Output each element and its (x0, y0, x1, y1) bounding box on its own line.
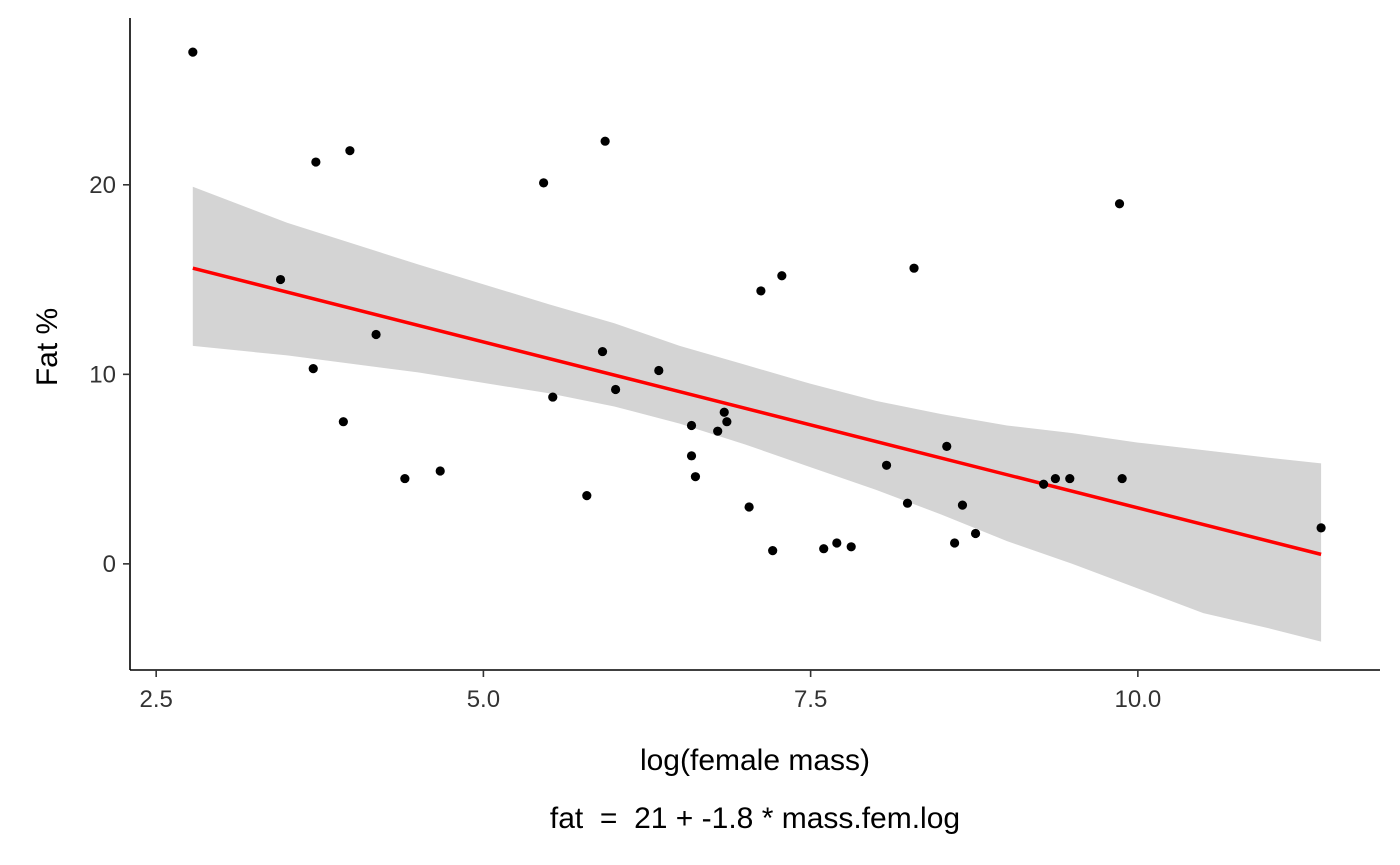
data-point-39 (1114, 199, 1125, 209)
fit-line-layer (192, 266, 1322, 557)
data-point-28 (846, 542, 856, 552)
data-point-5 (345, 146, 355, 156)
confidence-band (192, 186, 1322, 642)
data-point-20 (719, 407, 729, 417)
chart-caption: fat = 21 + -1.8 * mass.fem.log (550, 802, 960, 835)
data-point-4 (338, 417, 348, 427)
data-point-3 (311, 157, 321, 167)
x-tick-label-2: 7.5 (794, 686, 827, 713)
data-point-35 (970, 528, 981, 539)
data-point-19 (713, 426, 723, 436)
data-point-7 (400, 473, 410, 484)
data-point-14 (611, 384, 621, 395)
data-point-30 (902, 498, 913, 508)
y-tick-label-0: 0 (103, 551, 116, 578)
data-point-18 (690, 472, 701, 482)
axes-layer: 2.5 5.0 7.5 10.0 0 10 20 (89, 18, 1380, 713)
data-point-25 (777, 271, 787, 281)
data-point-6 (371, 329, 381, 340)
data-point-27 (832, 538, 842, 548)
data-point-41 (1316, 523, 1326, 533)
data-point-31 (909, 263, 919, 273)
y-axis-title: Fat % (31, 308, 64, 386)
data-point-12 (597, 346, 608, 357)
x-tick-label-3: 10.0 (1114, 686, 1161, 713)
data-point-23 (756, 286, 766, 296)
data-point-9 (539, 178, 549, 188)
y-tick-label-2: 20 (89, 172, 116, 199)
data-point-21 (722, 417, 732, 427)
y-tick-label-1: 10 (89, 361, 116, 388)
x-axis-title: log(female mass) (640, 744, 870, 777)
data-point-37 (1050, 473, 1060, 484)
data-point-8 (435, 466, 445, 476)
x-tick-label-1: 5.0 (467, 686, 500, 713)
data-point-15 (654, 365, 664, 376)
data-point-36 (1039, 479, 1049, 489)
confidence-band-layer (192, 186, 1322, 642)
data-points-layer (188, 47, 1326, 556)
data-point-32 (942, 441, 952, 451)
data-point-10 (548, 392, 558, 402)
data-point-11 (582, 491, 592, 501)
data-point-24 (768, 545, 778, 556)
data-point-29 (881, 460, 892, 470)
data-point-38 (1065, 473, 1075, 484)
data-point-13 (600, 136, 610, 146)
labels-layer: log(female mass) Fat % fat = 21 + -1.8 *… (31, 308, 960, 835)
data-point-1 (275, 274, 286, 285)
data-point-33 (950, 538, 960, 548)
data-point-40 (1117, 473, 1127, 484)
x-tick-label-0: 2.5 (139, 686, 172, 713)
data-point-2 (308, 364, 318, 374)
regression-line (192, 266, 1322, 557)
data-point-0 (188, 47, 198, 57)
data-point-26 (819, 544, 829, 554)
data-point-16 (686, 451, 697, 461)
data-point-34 (957, 500, 968, 510)
data-point-17 (686, 420, 697, 431)
data-point-22 (744, 502, 754, 512)
